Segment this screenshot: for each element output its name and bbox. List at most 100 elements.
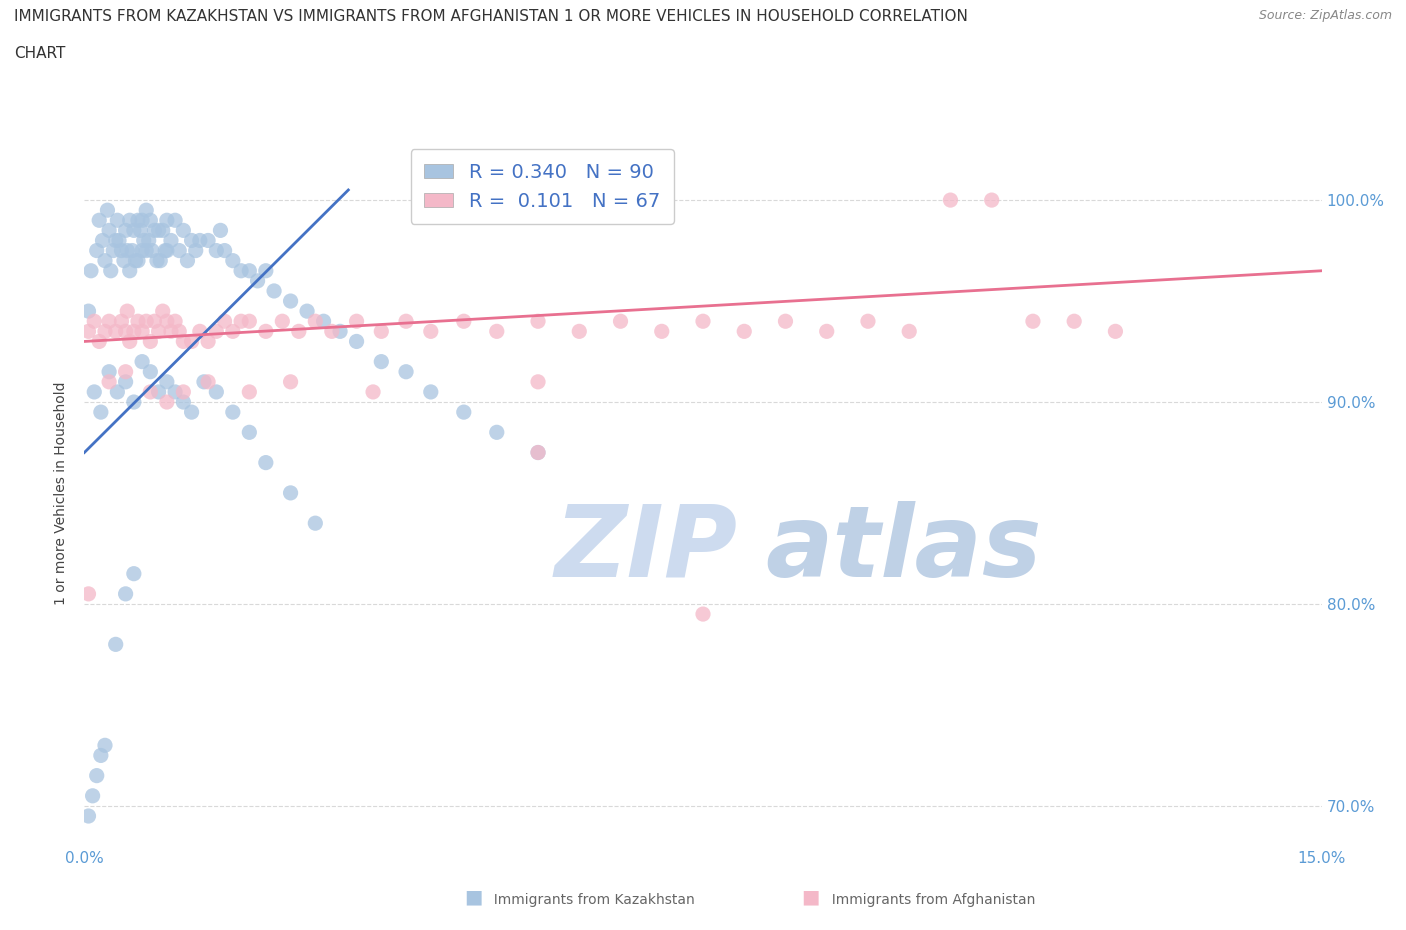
Point — [1063, 313, 1085, 328]
Point — [100, 263, 122, 278]
Point — [205, 384, 228, 399]
Point — [527, 375, 550, 390]
Point — [165, 313, 187, 328]
Point — [122, 566, 145, 581]
Point — [229, 313, 252, 328]
Point — [172, 223, 194, 238]
Point — [370, 354, 392, 369]
Point — [89, 334, 111, 349]
Point — [222, 253, 245, 268]
Point — [238, 263, 260, 278]
Point — [104, 233, 127, 248]
Point — [527, 445, 550, 460]
Point — [148, 384, 170, 399]
Point — [90, 748, 112, 763]
Point — [114, 365, 136, 379]
Point — [419, 384, 441, 399]
Point — [609, 313, 631, 328]
Point — [77, 324, 100, 339]
Point — [288, 324, 311, 339]
Point — [135, 203, 157, 218]
Point — [304, 516, 326, 531]
Point — [138, 233, 160, 248]
Point — [733, 324, 755, 339]
Point — [105, 213, 128, 228]
Point — [939, 193, 962, 207]
Point — [898, 324, 921, 339]
Point — [141, 243, 163, 258]
Point — [118, 263, 141, 278]
Point — [96, 203, 118, 218]
Point — [122, 394, 145, 409]
Point — [110, 313, 132, 328]
Point — [167, 243, 190, 258]
Point — [121, 243, 143, 258]
Point — [180, 405, 202, 419]
Point — [108, 233, 131, 248]
Point — [238, 313, 260, 328]
Point — [152, 223, 174, 238]
Point — [222, 405, 245, 419]
Point — [135, 243, 157, 258]
Point — [98, 313, 121, 328]
Point — [89, 213, 111, 228]
Point — [172, 334, 194, 349]
Point — [214, 313, 236, 328]
Point — [124, 253, 146, 268]
Point — [98, 365, 121, 379]
Point — [160, 233, 183, 248]
Point — [117, 304, 139, 319]
Point — [143, 223, 166, 238]
Point — [304, 313, 326, 328]
Point — [197, 233, 219, 248]
Point — [775, 313, 797, 328]
Point — [312, 313, 335, 328]
Point — [238, 384, 260, 399]
Point — [114, 324, 136, 339]
Point — [180, 233, 202, 248]
Point — [180, 334, 202, 349]
Point — [135, 313, 157, 328]
Point — [131, 324, 153, 339]
Point — [98, 223, 121, 238]
Text: ZIP: ZIP — [554, 501, 738, 598]
Point — [122, 223, 145, 238]
Point — [131, 354, 153, 369]
Text: ■: ■ — [464, 888, 482, 907]
Point — [132, 233, 155, 248]
Point — [118, 334, 141, 349]
Point — [692, 313, 714, 328]
Point — [193, 375, 215, 390]
Point — [156, 375, 179, 390]
Point — [209, 223, 232, 238]
Point — [172, 384, 194, 399]
Point — [184, 243, 207, 258]
Point — [103, 243, 125, 258]
Point — [246, 273, 269, 288]
Point — [856, 313, 879, 328]
Point — [453, 405, 475, 419]
Point — [156, 213, 179, 228]
Point — [395, 313, 418, 328]
Point — [82, 789, 104, 804]
Point — [149, 253, 172, 268]
Point — [395, 365, 418, 379]
Point — [77, 808, 100, 823]
Point — [94, 324, 117, 339]
Point — [127, 213, 149, 228]
Point — [131, 213, 153, 228]
Point — [280, 485, 302, 500]
Point — [114, 223, 136, 238]
Point — [485, 324, 508, 339]
Point — [329, 324, 352, 339]
Point — [527, 445, 550, 460]
Point — [527, 313, 550, 328]
Y-axis label: 1 or more Vehicles in Household: 1 or more Vehicles in Household — [55, 381, 69, 604]
Point — [91, 233, 114, 248]
Point — [176, 253, 198, 268]
Point — [94, 737, 117, 752]
Point — [214, 243, 236, 258]
Point — [117, 243, 139, 258]
Point — [160, 324, 183, 339]
Point — [104, 324, 127, 339]
